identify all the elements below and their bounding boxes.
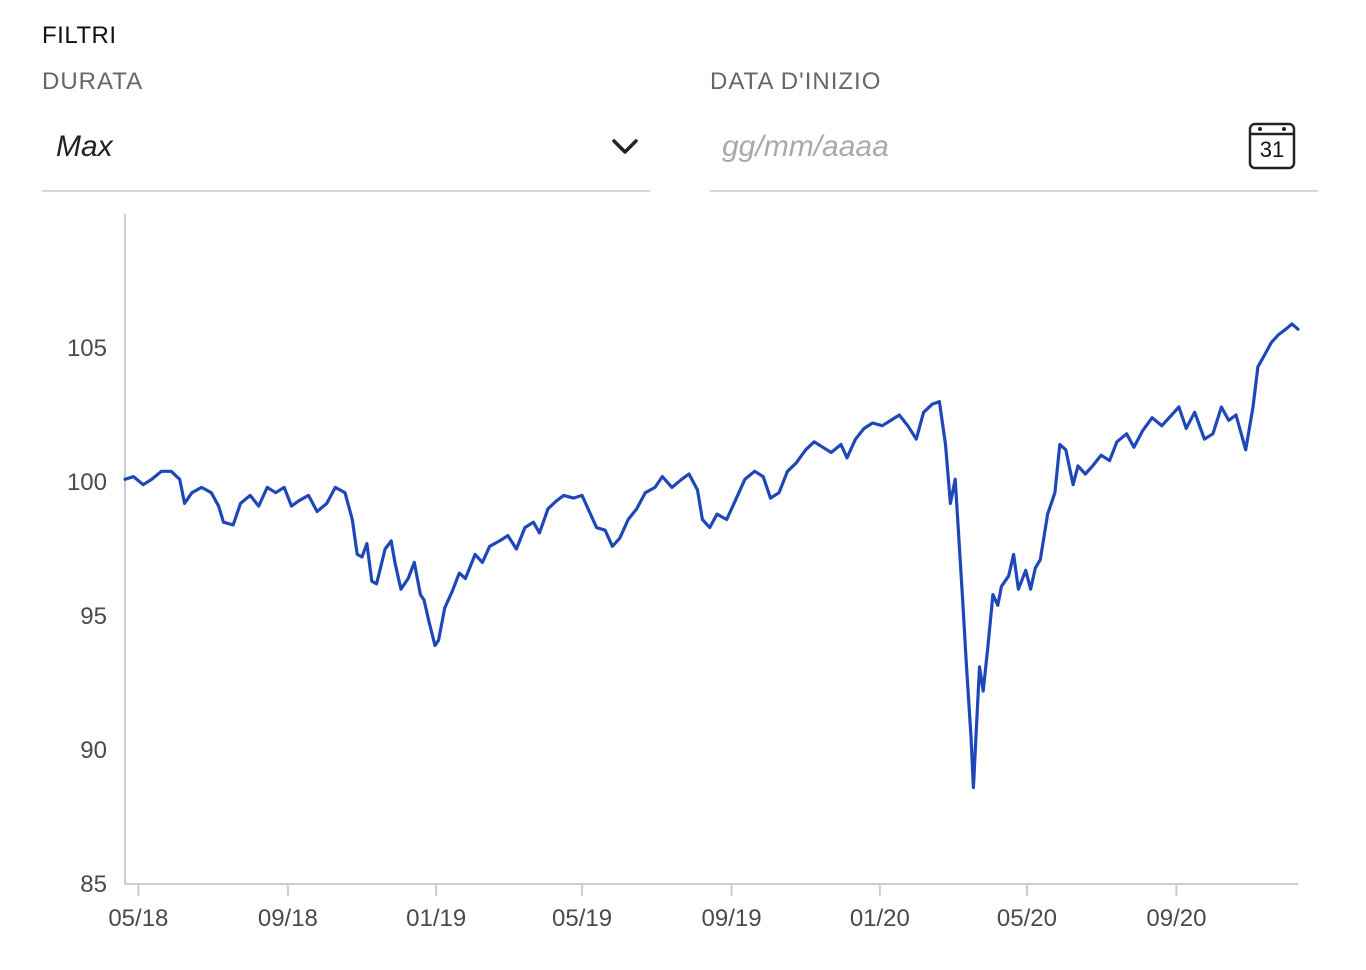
y-tick-label: 100 — [67, 469, 107, 496]
x-tick-label: 05/19 — [552, 905, 612, 932]
duration-label: DURATA — [42, 68, 144, 95]
start-date-field[interactable]: gg/mm/aaaa 31 — [710, 110, 1318, 192]
x-tick-label: 01/20 — [850, 905, 910, 932]
y-tick-label: 90 — [80, 737, 107, 764]
calendar-icon[interactable]: 31 — [1246, 120, 1298, 172]
duration-select[interactable]: Max — [42, 110, 650, 192]
x-tick-label: 01/19 — [406, 905, 466, 932]
filters-title: FILTRI — [42, 22, 117, 49]
start-date-placeholder: gg/mm/aaaa — [722, 130, 889, 163]
calendar-day: 31 — [1259, 137, 1285, 162]
line-chart: 85 90 95 100 105 05/18 09/18 01/19 05/19 09/19 01/… — [67, 214, 1300, 932]
x-tick-label: 09/19 — [702, 905, 762, 932]
duration-value: Max — [56, 130, 113, 163]
chevron-down-icon[interactable] — [610, 134, 640, 158]
y-tick-label: 85 — [80, 871, 107, 898]
y-tick-label: 105 — [67, 335, 107, 362]
start-date-label: DATA D'INIZIO — [710, 68, 882, 95]
x-tick-label: 05/18 — [108, 905, 168, 932]
x-tick-label: 09/18 — [258, 905, 318, 932]
x-tick-label: 05/20 — [997, 905, 1057, 932]
y-tick-label: 95 — [80, 603, 107, 630]
series-line — [123, 322, 1300, 790]
x-tick-label: 09/20 — [1146, 905, 1206, 932]
